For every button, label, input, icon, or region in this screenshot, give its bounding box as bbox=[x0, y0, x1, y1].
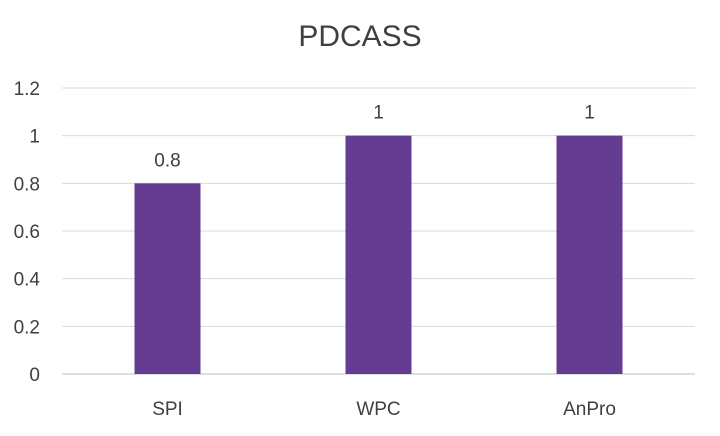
y-tick-label: 0.8 bbox=[14, 174, 40, 195]
chart-title: PDCASS bbox=[298, 20, 421, 53]
x-tick-label: SPI bbox=[152, 399, 183, 420]
bar-spi bbox=[134, 183, 201, 374]
y-axis-ticks: 0 0.2 0.4 0.6 0.8 1 1.2 bbox=[14, 79, 41, 386]
bar-anpro bbox=[556, 135, 623, 374]
x-axis-ticks: SPI WPC AnPro bbox=[152, 399, 616, 420]
y-tick-label: 1 bbox=[29, 127, 40, 148]
y-tick-label: 0 bbox=[29, 365, 40, 386]
y-tick-label: 0.6 bbox=[14, 222, 40, 243]
data-labels: 0.8 1 1 bbox=[154, 103, 595, 172]
x-tick-label: AnPro bbox=[563, 399, 616, 420]
data-label: 0.8 bbox=[154, 150, 180, 171]
data-label: 1 bbox=[373, 103, 384, 124]
bars bbox=[134, 135, 623, 374]
bar-wpc bbox=[345, 135, 412, 374]
x-tick-label: WPC bbox=[356, 399, 400, 420]
y-tick-label: 1.2 bbox=[14, 79, 40, 100]
y-tick-label: 0.2 bbox=[14, 317, 40, 338]
data-label: 1 bbox=[584, 103, 595, 124]
y-tick-label: 0.4 bbox=[14, 270, 41, 291]
